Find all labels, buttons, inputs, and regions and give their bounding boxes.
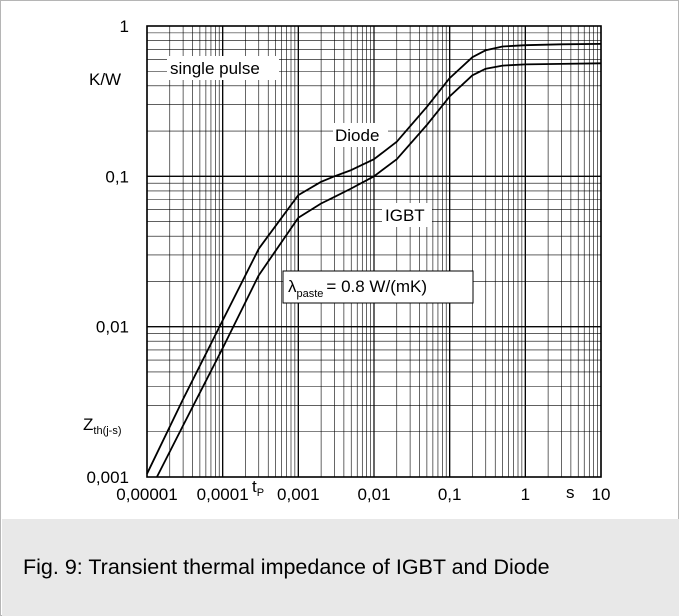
x-unit-label: s <box>566 483 575 502</box>
x-tick-label: 0,0001 <box>197 485 249 504</box>
y-tick-label: 0,01 <box>96 318 129 337</box>
lambda-value: = 0.8 W/(mK) <box>326 277 427 296</box>
y-unit-label: K/W <box>89 70 121 89</box>
lambda-box <box>282 270 474 304</box>
x-tick-label: 10 <box>592 485 611 504</box>
x-axis-label-sub: P <box>257 487 264 499</box>
x-tick-label: 1 <box>521 485 530 504</box>
lambda-sub: paste <box>297 288 324 300</box>
single-pulse-box <box>167 56 279 80</box>
x-tick-label: 0,00001 <box>116 485 177 504</box>
figure-caption: Fig. 9: Transient thermal impedance of I… <box>23 555 550 579</box>
lambda-symbol: λ <box>288 277 297 296</box>
y-axis-label-sub: th(j-s) <box>93 425 121 437</box>
y-axis-label-main: Z <box>83 415 93 434</box>
diode-label-box <box>333 123 388 147</box>
single-pulse-label: single pulse <box>170 59 260 78</box>
chart: 0,00001 0,0001 0,001 0,01 0,1 1 10 0,001 0,01 0,1… <box>83 17 610 504</box>
tick-labels: 0,00001 0,0001 0,001 0,01 0,1 1 10 0,001 0,01 0,1… <box>86 17 610 504</box>
x-tick-label: 0,01 <box>357 485 390 504</box>
y-tick-label: 0,1 <box>105 167 129 186</box>
grid <box>146 25 602 478</box>
x-tick-label: 0,001 <box>277 485 320 504</box>
x-axis-label: tP <box>252 477 264 499</box>
series-line-igbt <box>156 62 602 478</box>
series-line-diode <box>146 43 602 475</box>
igbt-label-box <box>382 203 432 227</box>
caption-box: Fig. 9: Transient thermal impedance of I… <box>2 519 679 616</box>
y-axis-label: Zth(j-s) <box>83 415 122 437</box>
x-tick-label: 0,1 <box>438 485 462 504</box>
x-axis-label-main: t <box>252 477 257 496</box>
igbt-series-label: IGBT <box>385 206 425 225</box>
y-tick-label: 1 <box>120 17 129 36</box>
plot-border <box>146 25 602 478</box>
y-tick-label: 0,001 <box>86 468 129 487</box>
series-lines <box>146 43 602 478</box>
diode-series-label: Diode <box>335 126 379 145</box>
lambda-annotation: λpaste = 0.8 W/(mK) <box>288 277 427 300</box>
